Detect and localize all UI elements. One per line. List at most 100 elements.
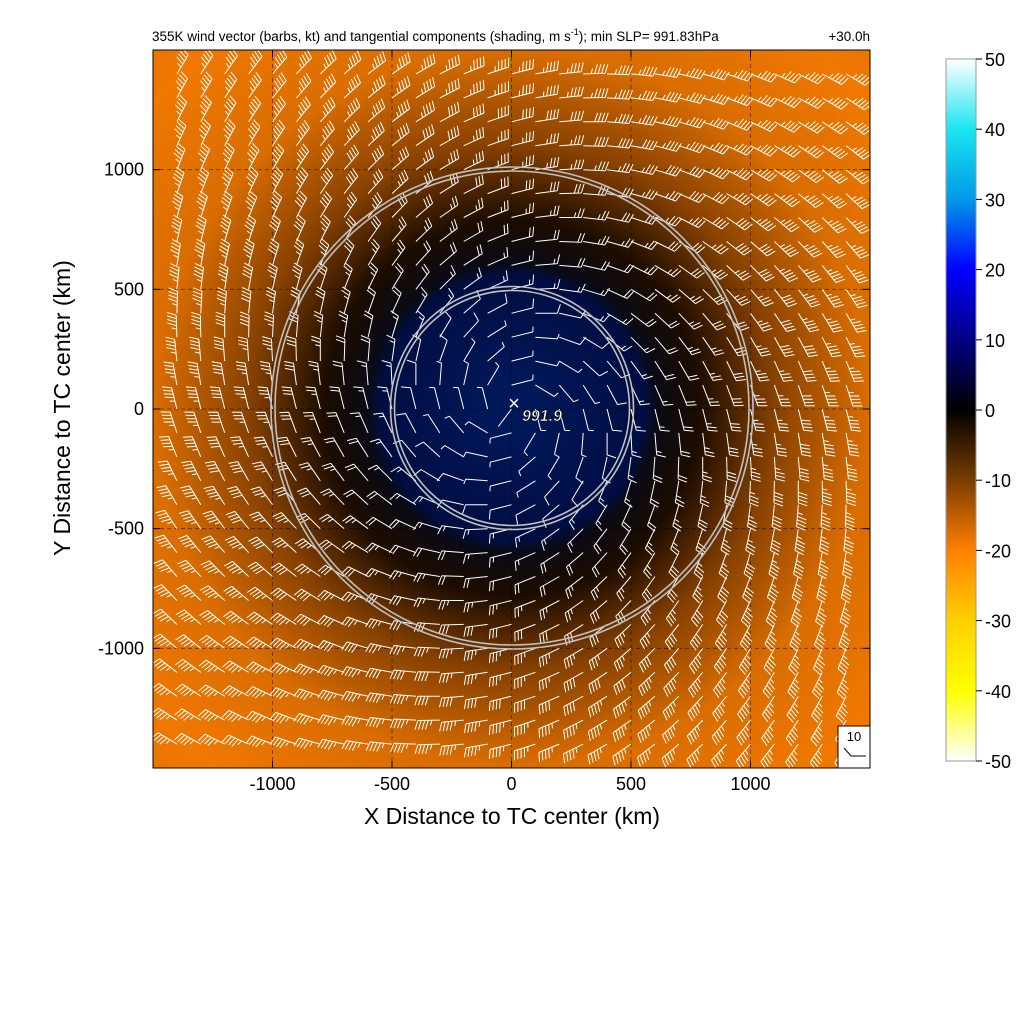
wind-barb	[414, 671, 440, 682]
wind-barb	[736, 719, 751, 746]
wind-barb	[559, 110, 584, 123]
wind-barb	[169, 263, 180, 290]
wind-barb	[319, 96, 336, 123]
wind-barb	[761, 695, 775, 723]
wind-barb	[797, 193, 824, 208]
wind-barb	[624, 480, 633, 508]
wind-barb	[489, 432, 512, 444]
wind-barb	[439, 125, 460, 147]
wind-barb	[563, 647, 584, 669]
wind-barb	[654, 336, 679, 355]
wind-barb	[613, 647, 632, 672]
colorbar-tick-label: -10	[985, 471, 1011, 491]
wind-barb	[742, 576, 755, 604]
wind-barb	[222, 660, 249, 673]
wind-barb	[414, 719, 440, 730]
wind-barb	[366, 490, 393, 506]
wind-barb	[248, 72, 262, 99]
wind-barb	[389, 492, 417, 506]
wind-barb	[774, 217, 800, 233]
wind-barb	[200, 560, 226, 577]
wind-barb	[559, 62, 584, 75]
wind-barb	[654, 91, 682, 103]
wind-barb	[488, 552, 512, 568]
wind-barb	[326, 412, 345, 434]
wind-barb	[174, 708, 202, 721]
wind-barb	[269, 736, 297, 749]
colorbar-tick-label: -50	[985, 752, 1011, 772]
wind-barb	[415, 147, 435, 171]
wind-barb	[630, 164, 658, 175]
wind-barb	[365, 667, 393, 679]
wind-barb	[487, 57, 510, 75]
wind-barb	[248, 95, 262, 123]
wind-barb	[488, 647, 512, 664]
wind-barb	[294, 538, 321, 553]
wind-barb	[514, 600, 536, 618]
wind-barb	[259, 361, 273, 386]
wind-barb	[270, 190, 283, 218]
wind-barb	[265, 286, 276, 314]
wind-barb	[246, 586, 273, 601]
wind-barb	[791, 576, 804, 604]
wind-barb	[627, 456, 637, 484]
plot-area: × 991.9	[153, 50, 870, 768]
wind-barb	[439, 695, 464, 708]
wind-barb	[487, 152, 509, 171]
wind-barb	[318, 238, 330, 266]
wind-barb	[338, 310, 349, 338]
wind-barb	[535, 333, 560, 340]
wind-barb	[153, 732, 178, 745]
reference-circle	[274, 170, 750, 646]
wind-barb	[607, 162, 634, 174]
wind-barb	[253, 436, 273, 458]
wind-barb	[463, 79, 485, 99]
wind-barb	[538, 671, 560, 691]
wind-barb	[174, 118, 187, 146]
wind-barb	[271, 537, 297, 553]
wind-barb	[270, 587, 297, 601]
wind-barb	[647, 504, 657, 532]
wind-barb	[414, 441, 441, 458]
wind-barb	[199, 585, 226, 601]
wind-barb	[715, 600, 729, 628]
wind-barb	[612, 743, 632, 766]
wind-barb	[365, 618, 393, 629]
wind-barb	[773, 384, 792, 407]
wind-barb	[821, 193, 848, 209]
wind-barb	[840, 576, 852, 604]
wind-barb	[769, 528, 781, 556]
wind-barb	[554, 432, 560, 458]
wind-barb	[516, 480, 536, 498]
wind-barb	[365, 568, 393, 578]
wind-barb	[463, 174, 484, 195]
wind-barb	[845, 193, 870, 210]
wind-barb	[406, 359, 417, 386]
wind-barb	[773, 336, 795, 357]
wind-barb	[281, 386, 297, 410]
wind-barb	[514, 623, 536, 642]
wind-barb	[390, 718, 416, 729]
wind-barb	[463, 671, 488, 686]
wind-barb	[722, 504, 733, 532]
wind-barb	[749, 480, 759, 507]
wind-barb	[233, 386, 250, 410]
wind-barb	[228, 461, 250, 482]
min-slp-label: 991.9	[522, 408, 562, 425]
wind-barb	[298, 462, 321, 482]
wind-barb	[838, 624, 851, 652]
wind-barb	[821, 456, 834, 482]
wind-barb	[245, 686, 273, 699]
wind-barb	[821, 289, 845, 308]
wind-barb	[513, 743, 536, 761]
wind-barb	[391, 52, 411, 75]
wind-barb	[155, 509, 178, 529]
wind-barb	[175, 71, 188, 99]
wind-barb	[488, 743, 512, 759]
wind-barb	[220, 190, 233, 218]
wind-barb	[589, 624, 608, 648]
wind-barb	[413, 622, 440, 633]
wind-barb	[317, 738, 345, 750]
wind-barb	[785, 719, 799, 747]
wind-barb	[269, 612, 297, 626]
